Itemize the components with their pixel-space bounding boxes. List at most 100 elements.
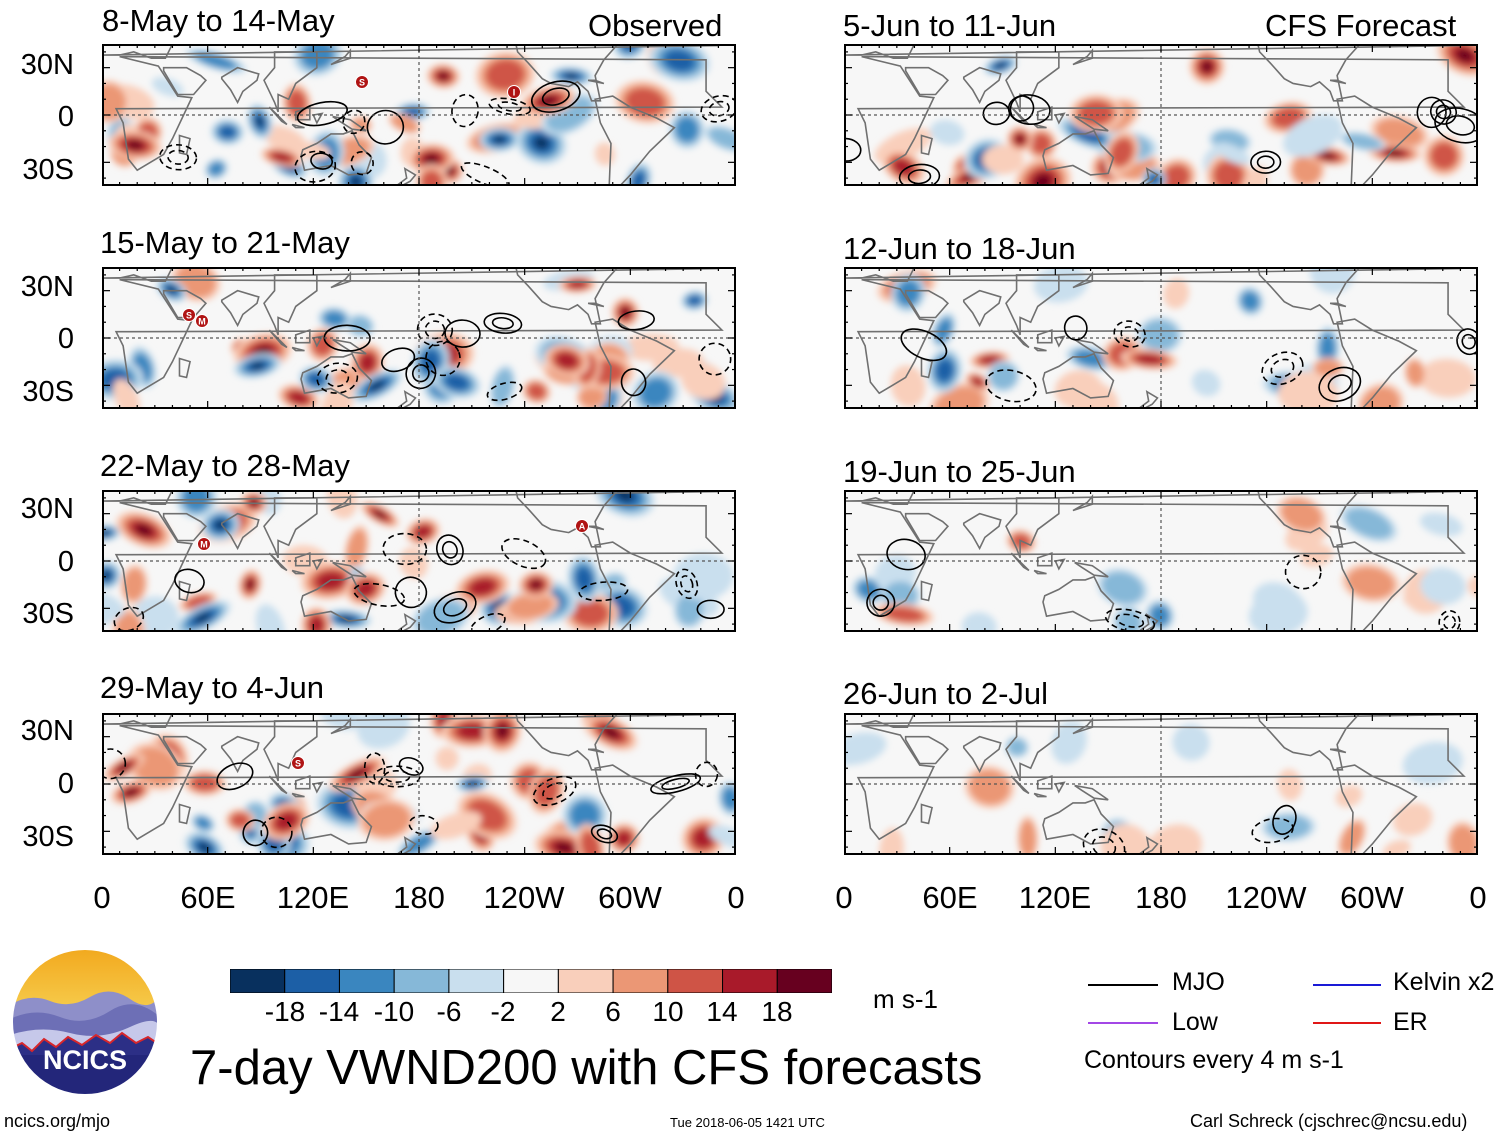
colorbar-swatch [284, 969, 340, 993]
cfs-forecast-label: CFS Forecast [1265, 8, 1457, 43]
lon-label: 0 [93, 880, 111, 915]
footer-url[interactable]: ncics.org/mjo [4, 1111, 111, 1131]
coastlines [102, 44, 724, 186]
lat-label-30n: 30N [20, 49, 74, 81]
colorbar-tick: -6 [436, 996, 462, 1027]
storm-marker: M [197, 537, 211, 551]
lat-label-30s: 30S [22, 376, 74, 408]
storm-marker-label: M [200, 540, 208, 550]
mjo-contours [102, 748, 719, 849]
map-observed-1: SI [102, 44, 736, 186]
legend-label-kelvin: Kelvin x2 [1393, 968, 1495, 996]
colorbar-tick: 10 [652, 996, 684, 1027]
colorbar-swatch [667, 969, 724, 993]
lat-label-30n: 30N [20, 271, 74, 303]
frame-ticks [844, 267, 1478, 409]
colorbar-swatch [393, 969, 450, 993]
main-title: 7-day VWND200 with CFS forecasts [190, 1041, 983, 1095]
lon-label: 0 [1469, 880, 1487, 915]
storm-marker-label: A [579, 522, 586, 532]
map-forecast-3 [844, 490, 1478, 632]
frame-ticks [844, 44, 1478, 186]
colorbar [230, 969, 832, 993]
ncics-logo: NCICS [11, 948, 159, 1096]
legend-label-mjo: MJO [1172, 968, 1225, 996]
legend-label-er: ER [1393, 1008, 1428, 1036]
observed-label: Observed [588, 8, 723, 43]
colorbar-swatches [230, 969, 832, 993]
frame-ticks [844, 490, 1478, 632]
coastlines [102, 713, 724, 855]
storm-marker-label: S [295, 759, 301, 769]
map-observed-2: SM [102, 267, 736, 409]
lon-label: 120E [276, 880, 350, 915]
map-forecast-2 [844, 267, 1478, 409]
lon-label: 60W [1340, 880, 1404, 915]
frame-ticks [844, 713, 1478, 855]
colorbar-swatch [776, 969, 832, 993]
frame-ticks [102, 490, 736, 632]
storm-marker: S [182, 308, 196, 322]
storm-marker-label: S [359, 78, 365, 88]
colorbar-tick: -18 [264, 996, 306, 1027]
panel-title-observed-4: 29-May to 4-Jun [100, 670, 324, 705]
colorbar-swatch [722, 969, 778, 993]
colorbar-swatch [503, 969, 559, 993]
colorbar-swatch [612, 969, 669, 993]
legend-line-low [1088, 1022, 1158, 1024]
storm-marker-label: M [198, 317, 206, 327]
frame-ticks [102, 713, 736, 855]
colorbar-swatch [230, 969, 286, 993]
colorbar-tick: 14 [706, 996, 738, 1027]
coastlines [844, 713, 1466, 855]
lon-label: 120W [483, 880, 565, 915]
lat-label-30s: 30S [22, 598, 74, 630]
storm-marker: A [575, 519, 589, 533]
storm-marker: S [355, 75, 369, 89]
panel-title-observed-1: 8-May to 14-May [102, 3, 335, 38]
frame-ticks [102, 44, 736, 186]
lon-label: 60W [598, 880, 662, 915]
colorbar-swatch [448, 969, 505, 993]
lat-label-30n: 30N [20, 493, 74, 525]
panel-title-observed-2: 15-May to 21-May [100, 225, 350, 260]
lat-label-eq: 0 [57, 101, 74, 133]
lat-label-30s: 30S [22, 821, 74, 853]
footer-credit: Carl Schreck (cjschrec@ncsu.edu) [1190, 1111, 1468, 1131]
storm-marker: I [507, 85, 521, 99]
coastlines [844, 267, 1466, 409]
frame-ticks [102, 267, 736, 409]
lon-label: 60E [180, 880, 236, 915]
lon-label: 0 [727, 880, 745, 915]
coastlines [102, 267, 724, 409]
colorbar-tick: -14 [318, 996, 360, 1027]
panel-title-forecast-2: 12-Jun to 18-Jun [843, 231, 1076, 266]
storm-marker: M [195, 314, 209, 328]
legend-line-mjo [1088, 984, 1158, 986]
panel-title-observed-3: 22-May to 28-May [100, 448, 350, 483]
lon-label: 180 [1135, 880, 1187, 915]
map-forecast-1 [844, 44, 1478, 186]
colorbar-swatch [338, 969, 395, 993]
mjo-contours [113, 532, 725, 632]
coastlines [844, 490, 1466, 632]
colorbar-tick: -10 [373, 996, 415, 1027]
map-forecast-4 [844, 713, 1478, 855]
lon-label: 180 [393, 880, 445, 915]
contours-note: Contours every 4 m s-1 [1084, 1046, 1344, 1074]
colorbar-tick: 2 [550, 996, 566, 1027]
lat-label-eq: 0 [57, 768, 74, 800]
colorbar-tick: 6 [605, 996, 621, 1027]
lat-label-eq: 0 [57, 546, 74, 578]
map-observed-3: MA [102, 490, 736, 632]
footer-timestamp: Tue 2018-06-05 1421 UTC [670, 1115, 825, 1130]
lon-label: 120W [1225, 880, 1307, 915]
panel-title-forecast-4: 26-Jun to 2-Jul [843, 676, 1049, 711]
colorbar-swatch [557, 969, 614, 993]
legend-line-kelvin [1313, 984, 1381, 986]
lat-label-30n: 30N [20, 715, 74, 747]
colorbar-tick: 18 [761, 996, 793, 1027]
storm-marker-label: I [513, 88, 516, 98]
panel-title-forecast-1: 5-Jun to 11-Jun [843, 8, 1057, 43]
lat-label-30s: 30S [22, 154, 74, 186]
